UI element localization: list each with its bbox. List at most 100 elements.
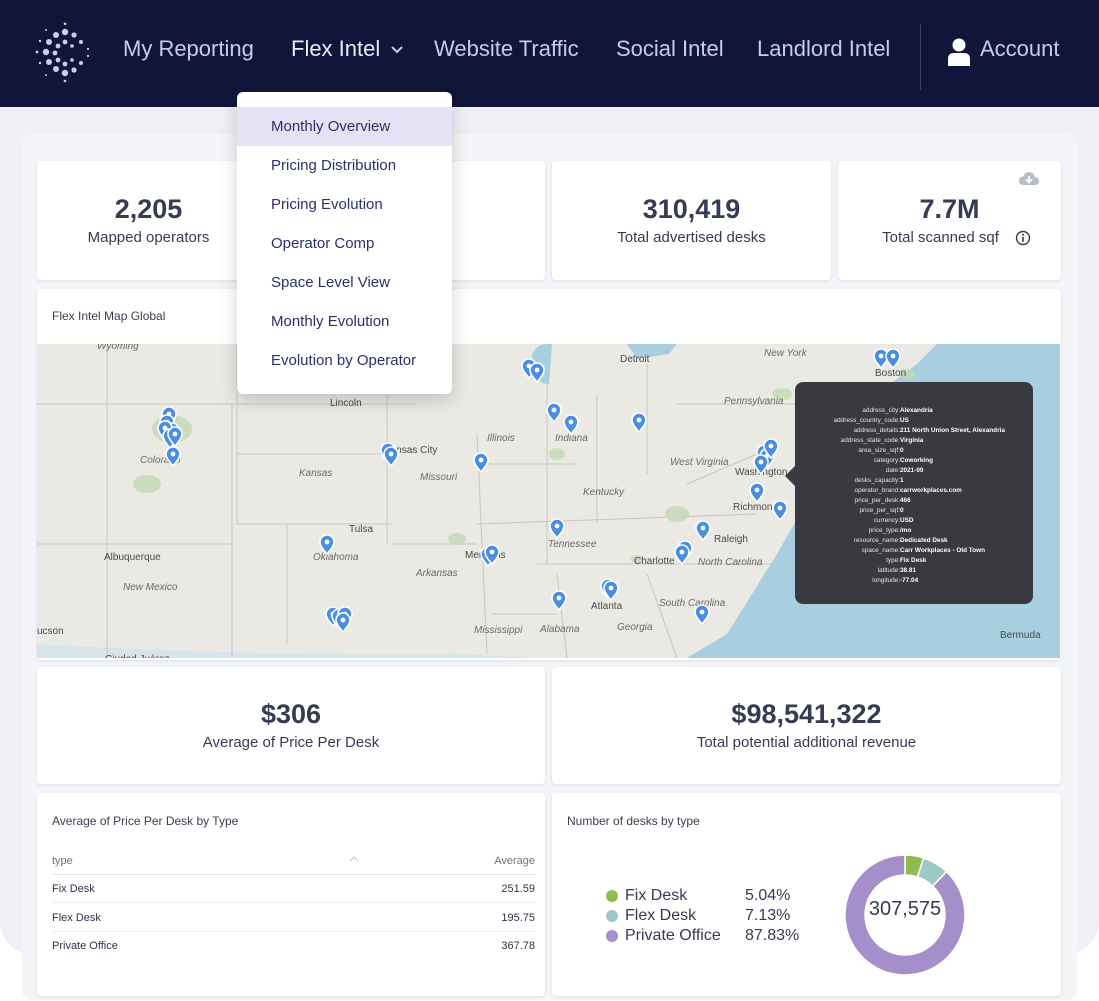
nav-flex-intel[interactable]: Flex Intel bbox=[291, 36, 381, 61]
map-label: Arkansas bbox=[415, 568, 458, 579]
tooltip-row: area_size_sqf: 0 bbox=[795, 446, 1033, 456]
map-pin-icon[interactable] bbox=[694, 604, 710, 626]
tooltip-row: resource_name: Dedicated Desk bbox=[795, 536, 1033, 546]
map-label: Atlanta bbox=[591, 601, 623, 612]
tooltip-row: price_per_desk: 466 bbox=[795, 496, 1033, 506]
nav-website-traffic[interactable]: Website Traffic bbox=[434, 36, 579, 61]
tooltip-row: address_city: Alexandria bbox=[795, 406, 1033, 416]
dropdown-item-pricing-distribution[interactable]: Pricing Distribution bbox=[271, 157, 397, 174]
chart-title: Number of desks by type bbox=[567, 814, 700, 828]
donut-slice-private-office[interactable] bbox=[844, 854, 966, 976]
nav-landlord-intel[interactable]: Landlord Intel bbox=[757, 36, 891, 61]
map-label: Kansas City bbox=[384, 445, 437, 456]
map-label: Mississippi bbox=[474, 625, 523, 636]
legend-item[interactable]: Flex Desk 7.13% bbox=[606, 907, 796, 927]
dropdown-item-space-level-view[interactable]: Space Level View bbox=[271, 274, 390, 291]
row-type: Flex Desk bbox=[52, 912, 101, 924]
map-label: North Carolina bbox=[698, 557, 763, 568]
map-pin-icon[interactable] bbox=[383, 446, 399, 468]
info-icon[interactable] bbox=[1015, 230, 1031, 246]
row-average: 251.59 bbox=[501, 883, 535, 895]
legend-item[interactable]: Fix Desk 5.04% bbox=[606, 887, 796, 907]
nav-my-reporting[interactable]: My Reporting bbox=[123, 36, 254, 61]
map-tooltip: address_city: Alexandria address_country_c… bbox=[795, 382, 1033, 604]
map-pin-icon[interactable] bbox=[674, 544, 690, 566]
cloud-download-icon[interactable] bbox=[1019, 171, 1039, 187]
map-label: South Carolina bbox=[659, 598, 726, 609]
sort-up-icon[interactable] bbox=[349, 856, 359, 862]
map-pin-icon[interactable] bbox=[772, 500, 788, 522]
map-pin-icon[interactable] bbox=[551, 590, 567, 612]
kpi-label: Mapped operators bbox=[87, 229, 210, 246]
tooltip-value: 0 bbox=[900, 447, 904, 454]
kpi-total-scanned-sqf: 7.7M Total scanned sqf bbox=[838, 161, 1061, 280]
map-pin-icon[interactable] bbox=[885, 348, 901, 370]
dropdown-item-monthly-evolution[interactable]: Monthly Evolution bbox=[271, 313, 390, 330]
map-pin-icon[interactable] bbox=[873, 348, 889, 370]
map-pin-icon[interactable] bbox=[753, 454, 769, 476]
map-pin-icon[interactable] bbox=[563, 414, 579, 436]
top-navigation-bar: My Reporting Flex Intel Website Traffic … bbox=[0, 0, 1099, 107]
map-pin-icon[interactable] bbox=[529, 362, 545, 384]
tooltip-value: 0 bbox=[900, 507, 904, 514]
map-pin-icon[interactable] bbox=[473, 452, 489, 474]
map-pin-icon[interactable] bbox=[335, 612, 351, 634]
tooltip-row: type: Fix Desk bbox=[795, 556, 1033, 566]
tooltip-value: 1 bbox=[900, 477, 904, 484]
tooltip-key: desks_capacity: bbox=[854, 477, 900, 484]
map-pin-icon[interactable] bbox=[549, 518, 565, 540]
kpi-value: 2,205 bbox=[114, 194, 183, 224]
dropdown-item-operator-comp[interactable]: Operator Comp bbox=[271, 235, 375, 252]
map-pin-icon[interactable] bbox=[546, 402, 562, 424]
tooltip-row: operator_brand: carrworkplaces.com bbox=[795, 486, 1033, 496]
tooltip-row: desks_capacity: 1 bbox=[795, 476, 1033, 486]
donut-chart[interactable]: 307,575 TOTAL bbox=[844, 853, 969, 978]
table-title: Average of Price Per Desk by Type bbox=[52, 814, 239, 828]
legend-label: Flex Desk bbox=[625, 907, 697, 924]
map-label: Pennsylvania bbox=[724, 396, 784, 407]
tooltip-key: operator_brand: bbox=[854, 487, 900, 494]
chevron-down-icon[interactable] bbox=[391, 46, 403, 54]
flex-intel-dropdown: Monthly Overview Pricing Distribution Pr… bbox=[237, 92, 452, 394]
map-label: Oklahoma bbox=[313, 552, 359, 563]
table-row[interactable]: Fix Desk 251.59 bbox=[37, 875, 545, 903]
tooltip-row: address_state_code: Virginia bbox=[795, 436, 1033, 446]
column-header-average[interactable]: Average bbox=[494, 855, 535, 867]
map-pin-icon[interactable] bbox=[631, 412, 647, 434]
map-pin-icon[interactable] bbox=[165, 446, 181, 468]
price-by-type-card: Average of Price Per Desk by Type type A… bbox=[37, 793, 545, 996]
legend-item[interactable]: Private Office 87.83% bbox=[606, 927, 799, 947]
map-pin-icon[interactable] bbox=[749, 482, 765, 504]
user-icon[interactable] bbox=[947, 38, 971, 66]
dropdown-item-evolution-by-operator[interactable]: Evolution by Operator bbox=[271, 352, 417, 369]
legend-swatch bbox=[606, 890, 618, 902]
table-row[interactable]: Private Office 367.78 bbox=[37, 932, 545, 960]
map-pin-icon[interactable] bbox=[167, 426, 183, 448]
map-pin-icon[interactable] bbox=[695, 520, 711, 542]
tooltip-value: Virginia bbox=[900, 437, 924, 444]
map-pin-icon[interactable] bbox=[763, 438, 779, 460]
tooltip-value: Coworking bbox=[900, 457, 934, 464]
kpi-mapped-operators: 2,205 Mapped operators bbox=[37, 161, 260, 280]
map-pin-icon[interactable] bbox=[484, 544, 500, 566]
map-pin-icon[interactable] bbox=[319, 534, 335, 556]
map-pins bbox=[157, 348, 901, 634]
map-label: Illinois bbox=[487, 433, 515, 444]
nav-social-intel[interactable]: Social Intel bbox=[616, 36, 724, 61]
table-row[interactable]: Flex Desk 195.75 bbox=[37, 904, 545, 932]
dropdown-item-monthly-overview[interactable]: Monthly Overview bbox=[237, 107, 452, 146]
tooltip-value: Carr Workplaces - Old Town bbox=[900, 547, 985, 554]
map-label: Tennessee bbox=[548, 539, 597, 550]
tooltip-value: Dedicated Desk bbox=[900, 537, 948, 544]
map-label: Tulsa bbox=[349, 524, 374, 535]
column-header-type[interactable]: type bbox=[52, 855, 73, 867]
dropdown-item-pricing-evolution[interactable]: Pricing Evolution bbox=[271, 196, 383, 213]
tooltip-value: 38.81 bbox=[900, 567, 916, 574]
company-logo-icon[interactable] bbox=[34, 22, 96, 84]
tooltip-value: 211 North Union Street, Alexandria bbox=[900, 427, 1005, 434]
tooltip-row: category: Coworking bbox=[795, 456, 1033, 466]
donut-center-value: 307,575 bbox=[869, 898, 941, 920]
nav-account[interactable]: Account bbox=[980, 36, 1060, 61]
tooltip-row: address_country_code: US bbox=[795, 416, 1033, 426]
map-pin-icon[interactable] bbox=[603, 580, 619, 602]
